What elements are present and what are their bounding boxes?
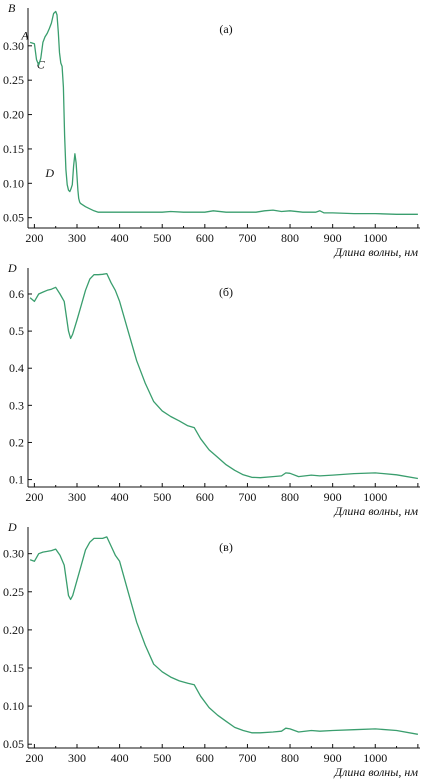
series-line-1	[29, 272, 419, 480]
x-tick-label: 700	[238, 231, 256, 245]
y-axis-label: D	[7, 520, 17, 534]
y-tick-label: 0.5	[9, 324, 24, 338]
y-tick-label: 0.20	[3, 623, 24, 637]
y-tick-label: 0.25	[3, 73, 24, 87]
x-tick-label: 800	[281, 751, 299, 765]
y-axis-label: D	[7, 261, 17, 275]
x-tick-label: 900	[324, 490, 342, 504]
annotation-label: C	[37, 57, 46, 71]
x-tick-label: 800	[281, 490, 299, 504]
y-tick-label: 0.05	[3, 737, 24, 751]
x-axis-label: Длина волны, нм	[334, 504, 419, 518]
y-tick-label: 0.10	[3, 699, 24, 713]
y-tick-label: 0.30	[3, 547, 24, 561]
annotation-label: D	[44, 166, 54, 180]
x-tick-label: 400	[111, 751, 129, 765]
x-axis-label: Длина волны, нм	[334, 245, 419, 259]
x-axis-label: Длина волны, нм	[334, 765, 419, 779]
x-tick-label: 300	[68, 490, 86, 504]
y-tick-label: 0.20	[3, 108, 24, 122]
y-tick-label: 0.2	[9, 435, 24, 449]
x-tick-label: 1000	[363, 490, 387, 504]
x-tick-label: 200	[25, 490, 43, 504]
x-tick-label: 1000	[363, 231, 387, 245]
y-axis-label: B	[8, 1, 16, 15]
x-tick-label: 300	[68, 231, 86, 245]
y-tick-label: 0.1	[9, 473, 24, 487]
y-tick-label: 0.6	[9, 287, 24, 301]
x-tick-label: 500	[153, 751, 171, 765]
x-tick-label: 700	[238, 490, 256, 504]
y-tick-label: 0.10	[3, 176, 24, 190]
x-tick-label: 500	[153, 490, 171, 504]
x-tick-label: 900	[324, 231, 342, 245]
panel-label: (а)	[219, 22, 232, 36]
y-tick-label: 0.05	[3, 211, 24, 225]
panel-label: (б)	[219, 285, 233, 299]
series-line-1	[29, 536, 419, 735]
x-tick-label: 400	[111, 231, 129, 245]
annotation-label: A	[20, 29, 29, 43]
x-tick-label: 900	[324, 751, 342, 765]
x-tick-label: 300	[68, 751, 86, 765]
x-tick-label: 700	[238, 751, 256, 765]
x-tick-label: 500	[153, 231, 171, 245]
x-tick-label: 600	[196, 751, 214, 765]
x-tick-label: 200	[25, 231, 43, 245]
y-tick-label: 0.30	[3, 39, 24, 53]
y-tick-label: 0.25	[3, 585, 24, 599]
chart-panel-3: 0.05 0.10 0.15 0.20 0.25 0.30 200 300 400 500 600 7…	[3, 520, 420, 779]
y-tick-label: 0.15	[3, 142, 24, 156]
y-tick-label: 0.3	[9, 398, 24, 412]
y-tick-label: 0.15	[3, 661, 24, 675]
chart-panel-2: 0.1 0.2 0.3 0.4 0.5 0.6 200 300 400 500 600 700 800 9…	[7, 261, 420, 518]
x-tick-label: 200	[25, 751, 43, 765]
y-tick-label: 0.4	[9, 361, 24, 375]
x-tick-label: 800	[281, 231, 299, 245]
x-tick-label: 1000	[363, 751, 387, 765]
x-tick-label: 400	[111, 490, 129, 504]
series-line-1	[29, 10, 418, 215]
chart-panel-1: 0.05 0.10 0.15 0.20 0.25 0.30 200 300 400 500 600 7…	[3, 1, 420, 259]
x-tick-label: 600	[196, 231, 214, 245]
panel-label: (в)	[219, 540, 233, 554]
x-tick-label: 600	[196, 490, 214, 504]
